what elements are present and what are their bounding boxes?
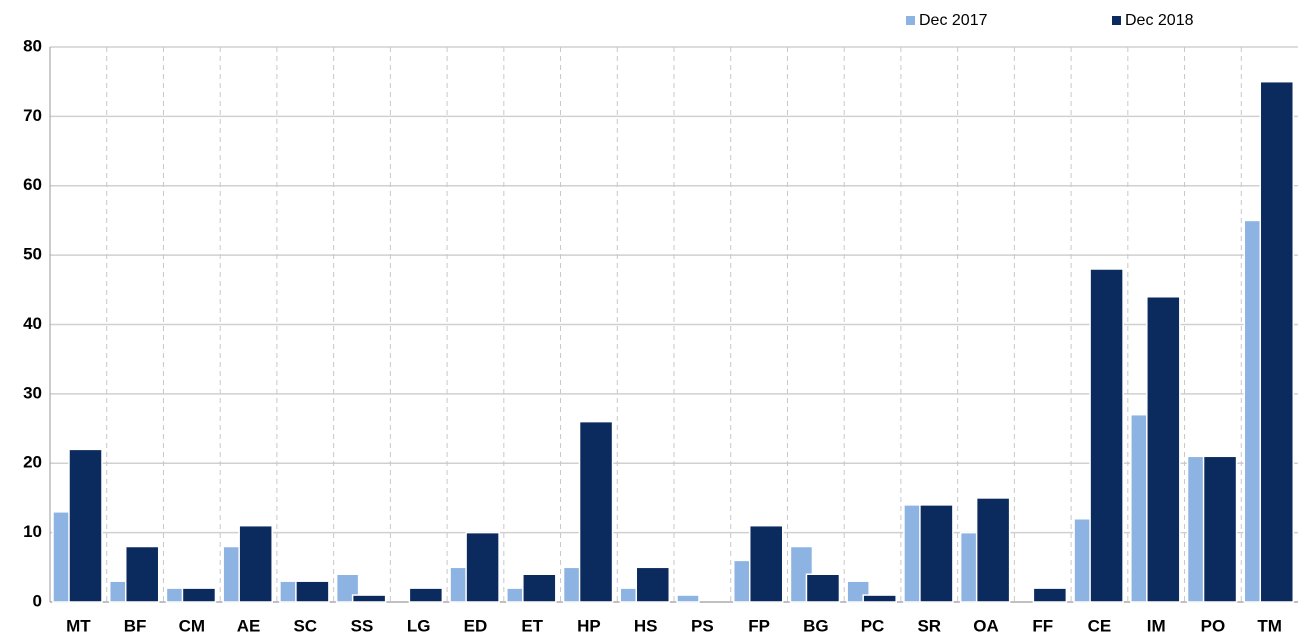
x-tick-label: ET — [521, 616, 543, 635]
bar — [975, 497, 1011, 603]
x-tick-label: CM — [179, 616, 205, 635]
bar — [1089, 268, 1124, 603]
x-tick-label: CE — [1088, 616, 1112, 635]
x-tick-label: BG — [803, 616, 829, 635]
bar — [1032, 587, 1068, 603]
x-tick-label: HP — [577, 616, 601, 635]
y-tick-label: 50 — [23, 245, 42, 264]
y-tick-label: 20 — [23, 453, 42, 472]
x-tick-label: ED — [464, 616, 488, 635]
bar — [1146, 296, 1181, 603]
legend-swatch — [906, 16, 915, 25]
bar — [351, 594, 387, 603]
x-tick-label: SC — [293, 616, 317, 635]
bar — [124, 545, 160, 603]
bar — [805, 573, 841, 603]
y-tick-label: 10 — [23, 522, 42, 541]
bar — [919, 504, 954, 603]
x-tick-label: PS — [691, 616, 714, 635]
x-tick-label: PC — [861, 616, 885, 635]
y-tick-label: 60 — [23, 175, 42, 194]
x-tick-label: SS — [351, 616, 374, 635]
bar — [68, 448, 103, 603]
x-tick-label: PO — [1201, 616, 1226, 635]
x-tick-label: AE — [237, 616, 261, 635]
x-tick-label: OA — [973, 616, 999, 635]
bar — [408, 587, 444, 603]
bar — [748, 524, 784, 603]
x-tick-label: FF — [1032, 616, 1053, 635]
y-tick-label: 0 — [33, 591, 42, 610]
bar — [238, 524, 273, 603]
bar — [676, 594, 700, 603]
y-tick-label: 40 — [23, 314, 42, 333]
bar — [578, 420, 614, 603]
x-tick-label: LG — [407, 616, 431, 635]
x-tick-label: BF — [124, 616, 147, 635]
x-tick-label: TM — [1257, 616, 1282, 635]
x-tick-label: FP — [748, 616, 770, 635]
bar — [181, 587, 217, 603]
bar — [1202, 455, 1238, 603]
y-tick-label: 80 — [23, 36, 42, 55]
x-tick-label: HS — [634, 616, 658, 635]
y-tick-label: 30 — [23, 383, 42, 402]
bar — [1259, 80, 1295, 603]
bar — [295, 580, 330, 603]
bar — [465, 531, 500, 603]
legend-label: Dec 2018 — [1125, 12, 1194, 29]
bar — [862, 594, 897, 603]
bar — [522, 573, 557, 603]
x-tick-label: SR — [917, 616, 941, 635]
bar — [635, 566, 671, 603]
x-tick-label: MT — [66, 616, 91, 635]
x-tick-label: IM — [1147, 616, 1166, 635]
legend-swatch — [1112, 16, 1121, 25]
y-tick-label: 70 — [23, 106, 42, 125]
legend-label: Dec 2017 — [919, 12, 988, 29]
